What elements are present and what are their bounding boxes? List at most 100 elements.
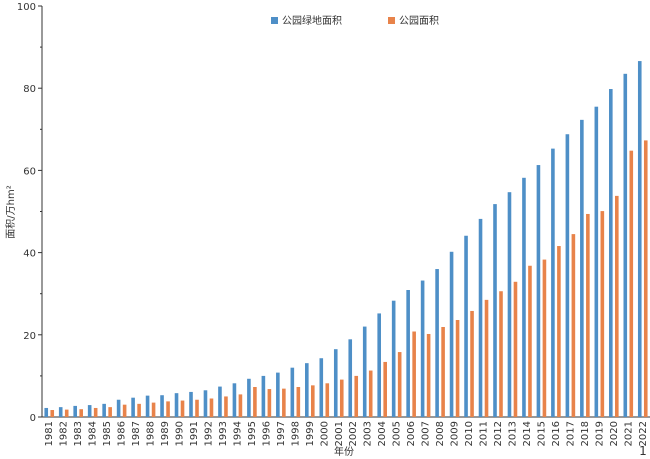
- x-tick-label: 1997: [276, 421, 287, 446]
- x-tick-label: 1991: [189, 421, 200, 446]
- bar-park-green-area: [493, 204, 497, 417]
- bar-park-area: [600, 211, 605, 417]
- bar-park-area: [137, 403, 141, 417]
- bar-park-area: [79, 409, 83, 417]
- bar-park-green-area: [290, 367, 295, 417]
- bar-park-green-area: [580, 119, 584, 418]
- bar-park-area: [238, 394, 243, 417]
- bar-park-green-area: [594, 106, 599, 417]
- y-tick-label: 40: [23, 249, 36, 260]
- x-tick-label: 1996: [261, 421, 272, 446]
- bar-park-green-area: [609, 89, 613, 417]
- bar-park-area: [557, 246, 561, 417]
- y-tick-label: 20: [23, 331, 36, 342]
- bar-park-area: [368, 370, 373, 417]
- legend: 公园绿地面积 公园面积: [271, 14, 439, 27]
- bar-park-green-area: [145, 395, 150, 417]
- bar-park-green-area: [565, 134, 570, 417]
- x-tick-label: 2020: [609, 421, 620, 446]
- x-tick-label: 2009: [450, 421, 461, 446]
- x-tick-label: 2005: [392, 421, 403, 446]
- x-tick-label: 2021: [623, 421, 634, 446]
- bar-park-green-area: [131, 397, 135, 417]
- bar-park-green-area: [464, 235, 468, 417]
- bar-park-green-area: [377, 313, 381, 417]
- bar-park-green-area: [507, 192, 512, 417]
- bar-park-area: [282, 388, 286, 417]
- bar-park-area: [93, 407, 98, 417]
- x-tick-label: 2001: [334, 421, 345, 446]
- bar-park-green-area: [247, 378, 251, 417]
- y-axis: 0 20 40 60 80 100: [17, 2, 43, 424]
- x-tick-label: 2011: [479, 421, 490, 446]
- bar-park-area: [209, 398, 214, 417]
- bar-park-area: [122, 404, 127, 417]
- x-tick-label: 2019: [594, 421, 605, 446]
- x-tick-label: 1984: [88, 421, 99, 446]
- x-tick-label: 1985: [102, 421, 113, 446]
- bar-park-green-area: [276, 372, 280, 417]
- x-axis-title: 年份: [334, 445, 354, 458]
- bar-park-green-area: [44, 407, 49, 417]
- bars-group: [44, 61, 648, 418]
- x-tick-label: 1995: [247, 421, 258, 446]
- x-tick-label: 2013: [507, 421, 518, 446]
- bar-park-area: [50, 410, 55, 417]
- bar-park-area: [311, 385, 315, 417]
- x-tick-label: 1989: [160, 421, 171, 446]
- bar-park-green-area: [319, 358, 324, 417]
- x-tick-label: 1986: [117, 421, 128, 446]
- bar-park-green-area: [116, 399, 121, 417]
- bar-park-green-area: [522, 177, 526, 417]
- x-tick-label: 2012: [493, 421, 504, 446]
- x-tick-label: 1993: [218, 421, 229, 446]
- x-tick-label: 1990: [175, 421, 186, 446]
- y-tick-label: 100: [17, 2, 36, 13]
- x-tick-label: 2010: [464, 421, 475, 446]
- bar-park-area: [253, 386, 257, 417]
- bar-park-area: [586, 213, 590, 417]
- x-tick-label: 2018: [580, 421, 591, 446]
- x-tick-label: 2017: [565, 421, 576, 446]
- bar-park-area: [629, 150, 634, 417]
- legend-swatch: [388, 17, 395, 24]
- bar-park-area: [615, 195, 619, 417]
- bar-park-area: [64, 409, 69, 417]
- bar-park-green-area: [420, 280, 425, 417]
- bar-park-area: [441, 326, 445, 417]
- bar-park-green-area: [478, 218, 483, 417]
- bar-park-area: [166, 401, 170, 417]
- legend-label: 公园绿地面积: [282, 14, 342, 27]
- bar-park-area: [528, 265, 532, 417]
- bar-park-green-area: [189, 391, 193, 417]
- bar-park-green-area: [449, 251, 454, 417]
- legend-swatch: [271, 17, 278, 24]
- bar-park-area: [484, 299, 489, 417]
- bar-park-green-area: [58, 407, 63, 417]
- bar-park-area: [455, 320, 460, 417]
- x-tick-label: 2008: [435, 421, 446, 446]
- x-tick-label: 2016: [551, 421, 562, 446]
- bar-park-green-area: [261, 375, 266, 417]
- bar-park-green-area: [203, 390, 208, 417]
- x-tick-label: 1982: [59, 421, 70, 446]
- bar-park-green-area: [362, 326, 367, 417]
- bar-park-area: [542, 259, 547, 417]
- bar-park-green-area: [637, 61, 642, 417]
- bar-park-area: [499, 291, 503, 417]
- bar-park-green-area: [87, 405, 92, 417]
- bar-park-green-area: [174, 393, 179, 417]
- bar-park-area: [296, 386, 301, 417]
- bar-park-green-area: [218, 386, 222, 417]
- bar-park-area: [426, 333, 431, 417]
- x-tick-label: 1988: [146, 421, 157, 446]
- x-tick-label: 2002: [348, 421, 359, 446]
- bar-park-green-area: [102, 403, 106, 417]
- x-tick-label: 1987: [131, 421, 142, 446]
- bar-park-area: [108, 407, 112, 417]
- bar-park-area: [513, 281, 518, 417]
- x-tick-label: 1981: [44, 421, 55, 446]
- bar-park-area: [339, 379, 344, 417]
- bar-park-area: [151, 402, 156, 417]
